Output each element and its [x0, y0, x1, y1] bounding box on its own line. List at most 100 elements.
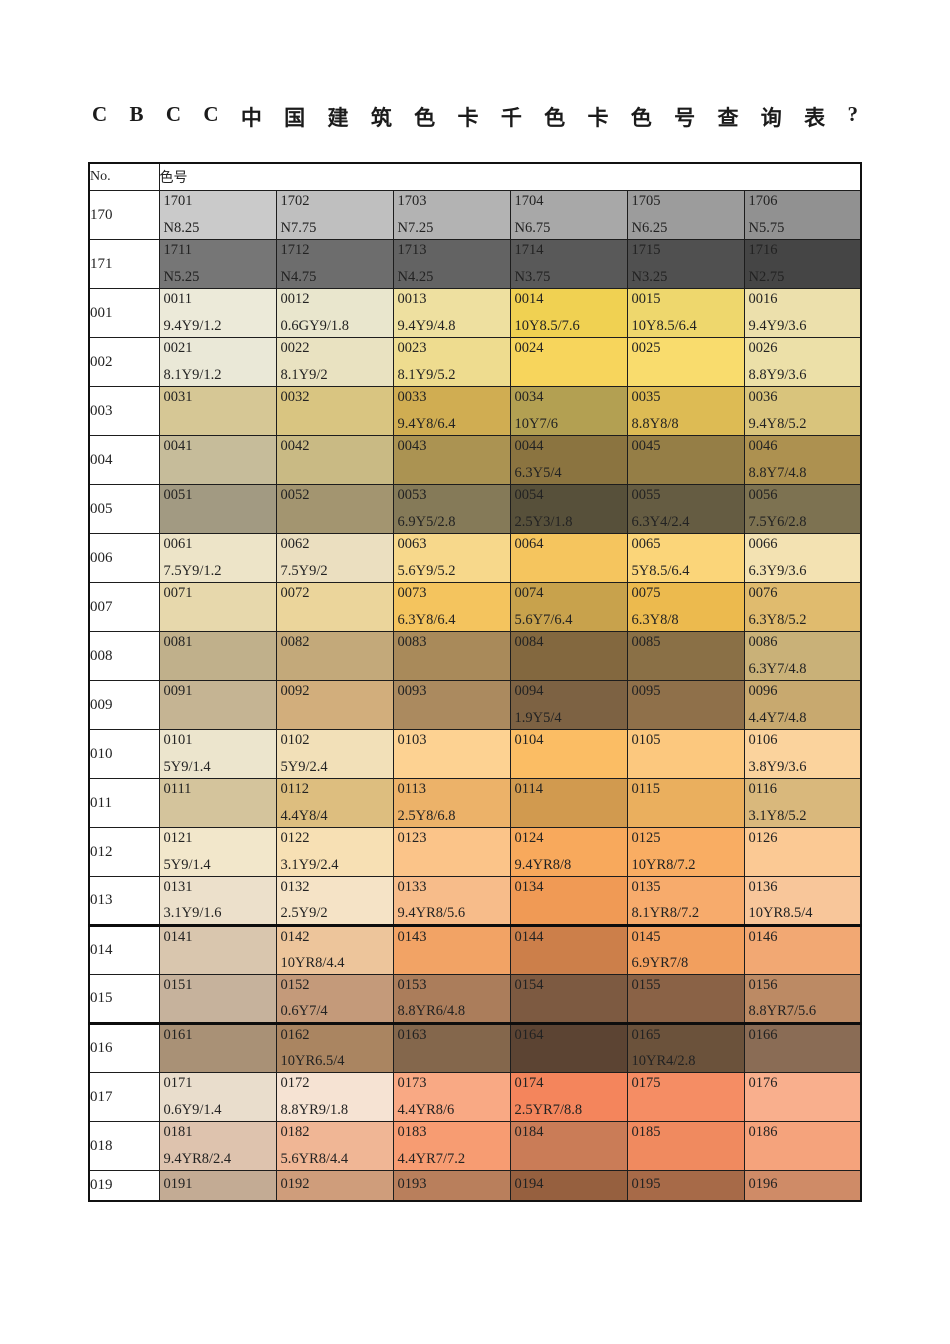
color-swatch: 1706 N5.75	[743, 190, 862, 240]
color-swatch: 0112 4.4Y8/4	[275, 778, 394, 828]
row-number: 018	[88, 1121, 160, 1171]
color-swatch: 0055 6.3Y4/2.4	[626, 484, 745, 534]
swatch-code: 0073	[397, 585, 427, 601]
swatch-munsell-value: N4.25	[397, 269, 434, 285]
swatch-code: 1713	[397, 242, 427, 258]
swatch-munsell-value: 9.4YR8/8	[514, 857, 572, 873]
color-swatch: 0181 9.4YR8/2.4	[158, 1121, 277, 1171]
swatch-code: 0135	[631, 879, 661, 895]
color-swatch: 0183 4.4YR7/7.2	[392, 1121, 511, 1171]
swatch-code: 0104	[514, 732, 544, 748]
swatch-code: 0136	[748, 879, 778, 895]
color-swatch: 0194	[509, 1170, 628, 1201]
swatch-code: 0066	[748, 536, 778, 552]
color-swatch: 1713 N4.25	[392, 239, 511, 289]
title-char: 千	[500, 106, 522, 130]
table-row: 011 0111 0112 4.4Y8/4 0113 2.5Y8/6.8 0114 0115 0…	[88, 778, 862, 828]
table-row: 017 0171 0.6Y9/1.4 0172 8.8YR9/1.8 0173 4.4YR8…	[88, 1072, 862, 1122]
color-swatch: 0024	[509, 337, 628, 387]
swatch-code: 0012	[280, 291, 310, 307]
color-swatch: 0081	[158, 631, 277, 681]
title-char: ?	[847, 102, 858, 126]
swatch-munsell-value: 2.5YR7/8.8	[514, 1102, 583, 1118]
row-number: 009	[88, 680, 160, 730]
color-swatch: 0136 10YR8.5/4	[743, 876, 862, 926]
color-swatch: 0144	[509, 924, 628, 975]
color-swatch: 0164	[509, 1022, 628, 1073]
swatch-code: 0153	[397, 977, 427, 993]
swatch-code: 0065	[631, 536, 661, 552]
color-swatch: 0192	[275, 1170, 394, 1201]
swatch-code: 0091	[163, 683, 193, 699]
color-swatch: 0102 5Y9/2.4	[275, 729, 394, 779]
row-number: 006	[88, 533, 160, 583]
swatch-code: 0154	[514, 977, 544, 993]
color-swatch: 0121 5Y9/1.4	[158, 827, 277, 877]
color-swatch: 0163	[392, 1022, 511, 1073]
swatch-code: 0054	[514, 487, 544, 503]
color-swatch: 0114	[509, 778, 628, 828]
swatch-munsell-value: 9.4Y8/5.2	[748, 416, 807, 432]
color-swatch: 0036 9.4Y8/5.2	[743, 386, 862, 436]
title-char: B	[129, 102, 144, 126]
color-swatch: 0043	[392, 435, 511, 485]
swatch-code: 0174	[514, 1075, 544, 1091]
color-swatch: 0045	[626, 435, 745, 485]
swatch-munsell-value: 7.5Y9/1.2	[163, 563, 222, 579]
table-row: 001 0011 9.4Y9/1.2 0012 0.6GY9/1.8 0013 9.4Y9/…	[88, 288, 862, 338]
swatch-munsell-value: 10YR8/7.2	[631, 857, 696, 873]
title-char: C	[165, 102, 182, 126]
swatch-code: 0092	[280, 683, 310, 699]
swatch-code: 0044	[514, 438, 544, 454]
table-row: 008 0081 0082 0083 0084 0085 0086 6.3Y7/4.8	[88, 631, 862, 681]
color-swatch: 0134	[509, 876, 628, 926]
swatch-code: 0106	[748, 732, 778, 748]
row-number: 016	[88, 1022, 160, 1073]
swatch-code: 0114	[514, 781, 543, 797]
title-char: C	[203, 102, 219, 126]
table-row: 006 0061 7.5Y9/1.2 0062 7.5Y9/2 0063 5.6Y9/5.2…	[88, 533, 862, 583]
swatch-code: 0123	[397, 830, 427, 846]
swatch-munsell-value: 10YR4/2.8	[631, 1053, 696, 1069]
color-swatch: 0084	[509, 631, 628, 681]
swatch-munsell-value: N3.75	[514, 269, 551, 285]
swatch-code: 0173	[397, 1075, 427, 1091]
swatch-munsell-value: N7.25	[397, 220, 434, 236]
swatch-munsell-value: 10Y8.5/7.6	[514, 318, 580, 334]
color-swatch: 0193	[392, 1170, 511, 1201]
swatch-munsell-value: 5Y9/1.4	[163, 759, 211, 775]
swatch-code: 1715	[631, 242, 661, 258]
color-swatch: 0054 2.5Y3/1.8	[509, 484, 628, 534]
color-swatch: 0096 4.4Y7/4.8	[743, 680, 862, 730]
swatch-munsell-value: 5Y8.5/6.4	[631, 563, 690, 579]
row-number: 013	[88, 876, 160, 926]
swatch-code: 0125	[631, 830, 661, 846]
swatch-munsell-value: 8.8YR6/4.8	[397, 1003, 466, 1019]
swatch-code: 1704	[514, 193, 544, 209]
color-swatch: 0162 10YR6.5/4	[275, 1022, 394, 1073]
color-swatch: 1701 N8.25	[158, 190, 277, 240]
swatch-munsell-value: 9.4Y9/4.8	[397, 318, 456, 334]
swatch-code: 0061	[163, 536, 193, 552]
color-swatch: 0195	[626, 1170, 745, 1201]
swatch-code: 0166	[748, 1027, 778, 1043]
color-swatch: 0032	[275, 386, 394, 436]
swatch-munsell-value: 8.1Y9/5.2	[397, 367, 456, 383]
color-swatch: 0095	[626, 680, 745, 730]
table-row: 005 0051 0052 0053 6.9Y5/2.8 0054 2.5Y3/1.8 005…	[88, 484, 862, 534]
color-swatch: 0103	[392, 729, 511, 779]
table-row: 004 0041 0042 0043 0044 6.3Y5/4 0045 0046 8.8Y7/…	[88, 435, 862, 485]
color-swatch: 0196	[743, 1170, 862, 1201]
swatch-munsell-value: 10Y7/6	[514, 416, 559, 432]
color-swatch: 0075 6.3Y8/8	[626, 582, 745, 632]
swatch-munsell-value: 0.6GY9/1.8	[280, 318, 349, 334]
color-swatch: 0046 8.8Y7/4.8	[743, 435, 862, 485]
color-swatch: 0146	[743, 924, 862, 975]
row-number: 005	[88, 484, 160, 534]
title-char: 查	[717, 106, 739, 130]
color-swatch: 0111	[158, 778, 277, 828]
swatch-code: 0015	[631, 291, 661, 307]
swatch-code: 0165	[631, 1027, 661, 1043]
color-swatch: 0133 9.4YR8/5.6	[392, 876, 511, 926]
swatch-code: 0122	[280, 830, 310, 846]
